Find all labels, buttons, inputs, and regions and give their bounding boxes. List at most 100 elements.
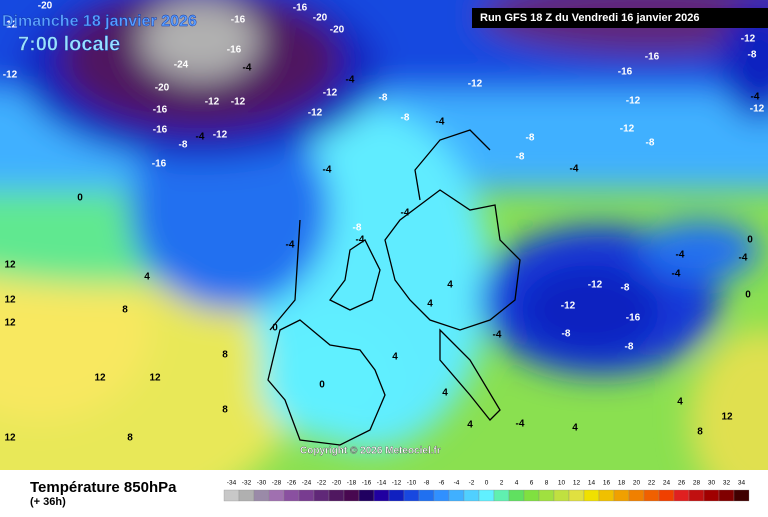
legend-swatch [493, 489, 510, 502]
legend-swatch [613, 489, 630, 502]
contour-label: 0 [77, 193, 83, 204]
legend-swatch [358, 489, 375, 502]
map-date: Dimanche 18 janvier 2026 [2, 13, 197, 30]
contour-label: -16 [153, 105, 168, 116]
legend-swatch [643, 489, 660, 502]
legend-swatch [673, 489, 690, 502]
contour-label: 0 [272, 323, 278, 334]
legend-swatch [568, 489, 585, 502]
legend-swatch [433, 489, 450, 502]
legend-label: -20 [332, 480, 342, 487]
contour-label: 8 [222, 405, 228, 416]
legend-swatch [418, 489, 435, 502]
contour-label: 8 [222, 350, 228, 361]
run-info: Run GFS 18 Z du Vendredi 16 janvier 2026 [480, 12, 699, 24]
legend-label: 14 [588, 480, 596, 487]
contour-label: -16 [618, 67, 633, 78]
contour-label: -8 [526, 133, 535, 144]
contour-label: -8 [646, 138, 655, 149]
legend-swatch [298, 489, 315, 502]
contour-label: -12 [231, 97, 246, 108]
contour-label: 4 [392, 352, 398, 363]
contour-label: -8 [379, 93, 388, 104]
contour-label: -8 [179, 140, 188, 151]
contour-label: -8 [562, 329, 571, 340]
contour-label: 8 [122, 305, 128, 316]
contour-label: -12 [205, 97, 220, 108]
legend-label: 22 [648, 480, 656, 487]
contour-label: -8 [748, 50, 757, 61]
contour-label: -16 [645, 52, 660, 63]
legend-swatch [583, 489, 600, 502]
contour-label: 12 [94, 373, 106, 384]
legend-label: 8 [545, 480, 549, 487]
contour-label: -4 [401, 208, 410, 219]
contour-label: 12 [4, 260, 16, 271]
legend-label: 2 [500, 480, 504, 487]
copyright: Copyright © 2026 Meteociel.fr [300, 446, 441, 457]
legend-label: -8 [424, 480, 430, 487]
coastlines [267, 129, 521, 446]
contour-label: -12 [741, 34, 756, 45]
run-box [472, 8, 768, 28]
legend-swatch [403, 489, 420, 502]
legend-label: -32 [242, 480, 252, 487]
contour-label: -12 [620, 124, 635, 135]
legend-swatch [343, 489, 360, 502]
contour-label: 8 [127, 433, 133, 444]
legend-label: -26 [287, 480, 297, 487]
legend-label: -30 [257, 480, 267, 487]
legend-label: -22 [317, 480, 327, 487]
contour-label: -4 [323, 165, 332, 176]
legend-label: 4 [515, 480, 519, 487]
contour-label: -4 [196, 132, 205, 143]
legend-swatch [478, 489, 495, 502]
legend-swatch [538, 489, 555, 502]
contour-label: -20 [313, 13, 328, 24]
contour-label: -20 [155, 83, 170, 94]
contour-label: 4 [467, 420, 473, 431]
legend-swatch [238, 489, 255, 502]
contour-label: -12 [561, 301, 576, 312]
contour-label: 4 [572, 423, 578, 434]
legend-label: -16 [362, 480, 372, 487]
contour-label: 4 [447, 280, 453, 291]
legend-swatch [463, 489, 480, 502]
legend-swatch [658, 489, 675, 502]
contour-label: -4 [356, 235, 365, 246]
legend-label: 16 [603, 480, 611, 487]
contour-label: -4 [672, 269, 681, 280]
contour-label: 12 [4, 433, 16, 444]
legend-label: 12 [573, 480, 581, 487]
contour-label: -4 [676, 250, 685, 261]
contour-label: -4 [751, 92, 760, 103]
contour-label: 4 [427, 299, 433, 310]
contour-label: -8 [401, 113, 410, 124]
contour-label: -8 [625, 342, 634, 353]
legend-label: 6 [530, 480, 534, 487]
contour-label: 12 [149, 373, 161, 384]
contour-label: 4 [442, 388, 448, 399]
legend-label: 24 [663, 480, 671, 487]
legend-label: -14 [377, 480, 387, 487]
contour-label: -12 [468, 79, 483, 90]
contour-label: -12 [750, 104, 765, 115]
contour-label: 0 [319, 380, 325, 391]
legend-swatch [373, 489, 390, 502]
contour-label: -8 [516, 152, 525, 163]
legend-label: -24 [302, 480, 312, 487]
contour-label: -4 [436, 117, 445, 128]
footer-subtitle: (+ 36h) [30, 496, 66, 508]
contour-label: -20 [38, 1, 53, 12]
contour-label: 12 [721, 412, 733, 423]
contour-label: -4 [739, 253, 748, 264]
contour-label: 0 [745, 290, 751, 301]
contour-label: -12 [3, 70, 18, 81]
legend-label: -18 [347, 480, 357, 487]
legend-swatch [553, 489, 570, 502]
legend-swatch [268, 489, 285, 502]
legend-swatch [313, 489, 330, 502]
contour-label: 4 [144, 272, 150, 283]
